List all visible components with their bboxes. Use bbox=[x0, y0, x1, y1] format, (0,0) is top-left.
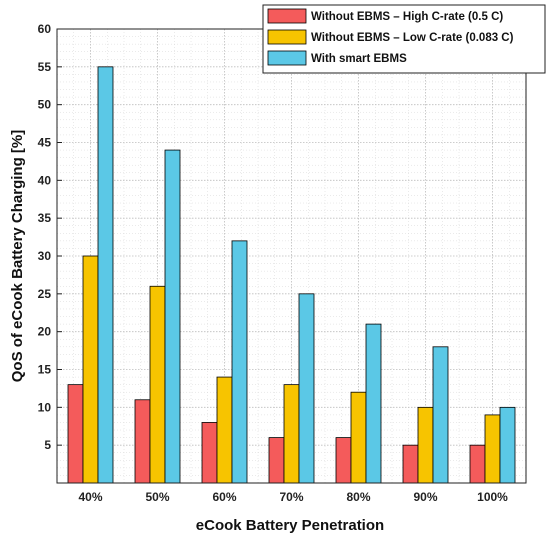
bar bbox=[268, 437, 285, 484]
bar bbox=[432, 346, 449, 484]
bar bbox=[97, 66, 114, 484]
x-tick-label: 50% bbox=[145, 490, 169, 504]
y-tick-label: 40 bbox=[38, 173, 52, 187]
bar bbox=[201, 422, 218, 484]
bar bbox=[216, 376, 233, 484]
bar bbox=[67, 384, 84, 484]
legend-label: Without EBMS – High C-rate (0.5 C) bbox=[311, 11, 503, 23]
bar bbox=[350, 391, 367, 484]
y-tick-label: 25 bbox=[38, 287, 52, 301]
y-tick-label: 45 bbox=[38, 136, 52, 150]
y-tick-label: 5 bbox=[44, 438, 51, 452]
x-tick-labels: 40% 50% 60% 70% 80% 90% 100% bbox=[78, 490, 508, 504]
y-axis-label: QoS of eCook Battery Charging [%] bbox=[9, 130, 26, 383]
y-tick-label: 30 bbox=[38, 249, 52, 263]
y-tick-label: 20 bbox=[38, 325, 52, 339]
bar bbox=[149, 285, 166, 484]
y-tick-label: 10 bbox=[38, 400, 52, 414]
bar bbox=[417, 406, 434, 484]
bar bbox=[134, 399, 151, 484]
bar bbox=[82, 255, 99, 484]
legend-swatch bbox=[267, 8, 307, 24]
bar bbox=[499, 406, 516, 484]
legend-label: With smart EBMS bbox=[311, 53, 407, 65]
bar bbox=[365, 323, 382, 484]
bar bbox=[164, 149, 181, 484]
x-tick-label: 90% bbox=[413, 490, 437, 504]
y-tick-label: 55 bbox=[38, 60, 52, 74]
bar bbox=[298, 293, 315, 484]
bar bbox=[402, 444, 419, 484]
y-tick-label: 60 bbox=[38, 22, 52, 36]
bar bbox=[231, 240, 248, 484]
x-tick-label: 100% bbox=[477, 490, 508, 504]
y-tick-label: 15 bbox=[38, 363, 52, 377]
x-tick-label: 40% bbox=[78, 490, 102, 504]
x-axis-label: eCook Battery Penetration bbox=[196, 517, 384, 534]
y-tick-label: 35 bbox=[38, 211, 52, 225]
bar bbox=[283, 384, 300, 484]
x-tick-label: 80% bbox=[346, 490, 370, 504]
y-tick-label: 50 bbox=[38, 98, 52, 112]
bar bbox=[335, 437, 352, 484]
y-tick-labels: 5 10 15 20 25 30 35 40 45 50 55 60 bbox=[38, 22, 52, 452]
legend-swatch bbox=[267, 29, 307, 45]
legend-box bbox=[262, 4, 546, 74]
legend: Without EBMS – High C-rate (0.5 C) Withou… bbox=[262, 4, 546, 74]
legend-label: Without EBMS – Low C-rate (0.083 C) bbox=[311, 32, 514, 44]
x-tick-label: 70% bbox=[279, 490, 303, 504]
bar bbox=[484, 414, 501, 484]
bars bbox=[67, 66, 516, 484]
legend-swatch bbox=[267, 50, 307, 66]
x-tick-label: 60% bbox=[212, 490, 236, 504]
bar bbox=[469, 444, 486, 484]
